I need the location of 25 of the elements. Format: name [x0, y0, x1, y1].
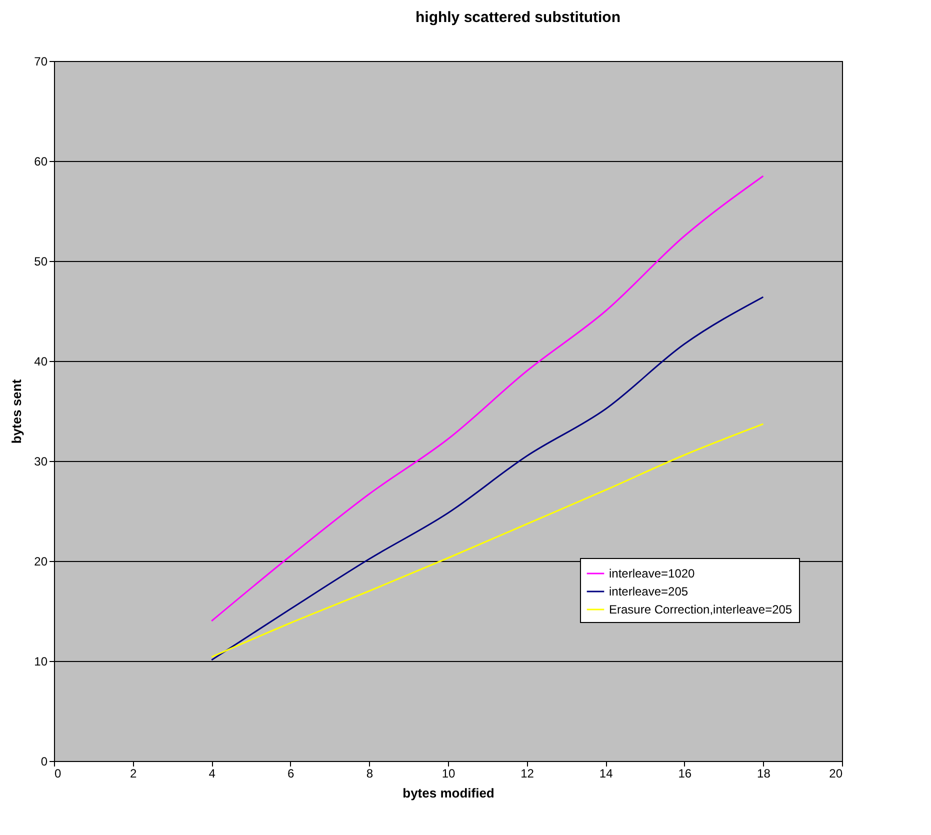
y-tick-label: 60 — [34, 154, 48, 168]
x-tick-label: 18 — [757, 766, 771, 780]
x-tick-label: 6 — [288, 766, 295, 780]
y-tick-label: 20 — [34, 554, 48, 568]
legend-label: Erasure Correction,interleave=205 — [609, 602, 792, 616]
x-tick-label: 10 — [442, 766, 456, 780]
x-tick-label: 2 — [130, 766, 137, 780]
x-tick-label: 4 — [208, 766, 216, 780]
x-tick-label: 12 — [520, 766, 534, 780]
y-tick-label: 40 — [34, 354, 48, 368]
x-tick-label: 14 — [599, 766, 614, 780]
x-tick-label: 8 — [366, 766, 374, 780]
y-tick-label: 30 — [34, 454, 48, 468]
legend-label: interleave=205 — [609, 584, 688, 598]
y-axis-title: bytes sent — [9, 378, 24, 444]
y-tick-label: 70 — [34, 54, 48, 68]
legend-label: interleave=1020 — [609, 566, 696, 580]
y-tick-label: 10 — [34, 654, 48, 668]
x-tick-label: 20 — [829, 766, 843, 780]
y-tick-label: 50 — [34, 254, 48, 268]
chart-title: highly scattered substitution — [415, 9, 621, 26]
x-tick-label: 0 — [54, 766, 62, 780]
y-tick-label: 0 — [40, 754, 48, 768]
x-axis-title: bytes modified — [402, 786, 494, 800]
x-tick-label: 16 — [678, 766, 692, 780]
